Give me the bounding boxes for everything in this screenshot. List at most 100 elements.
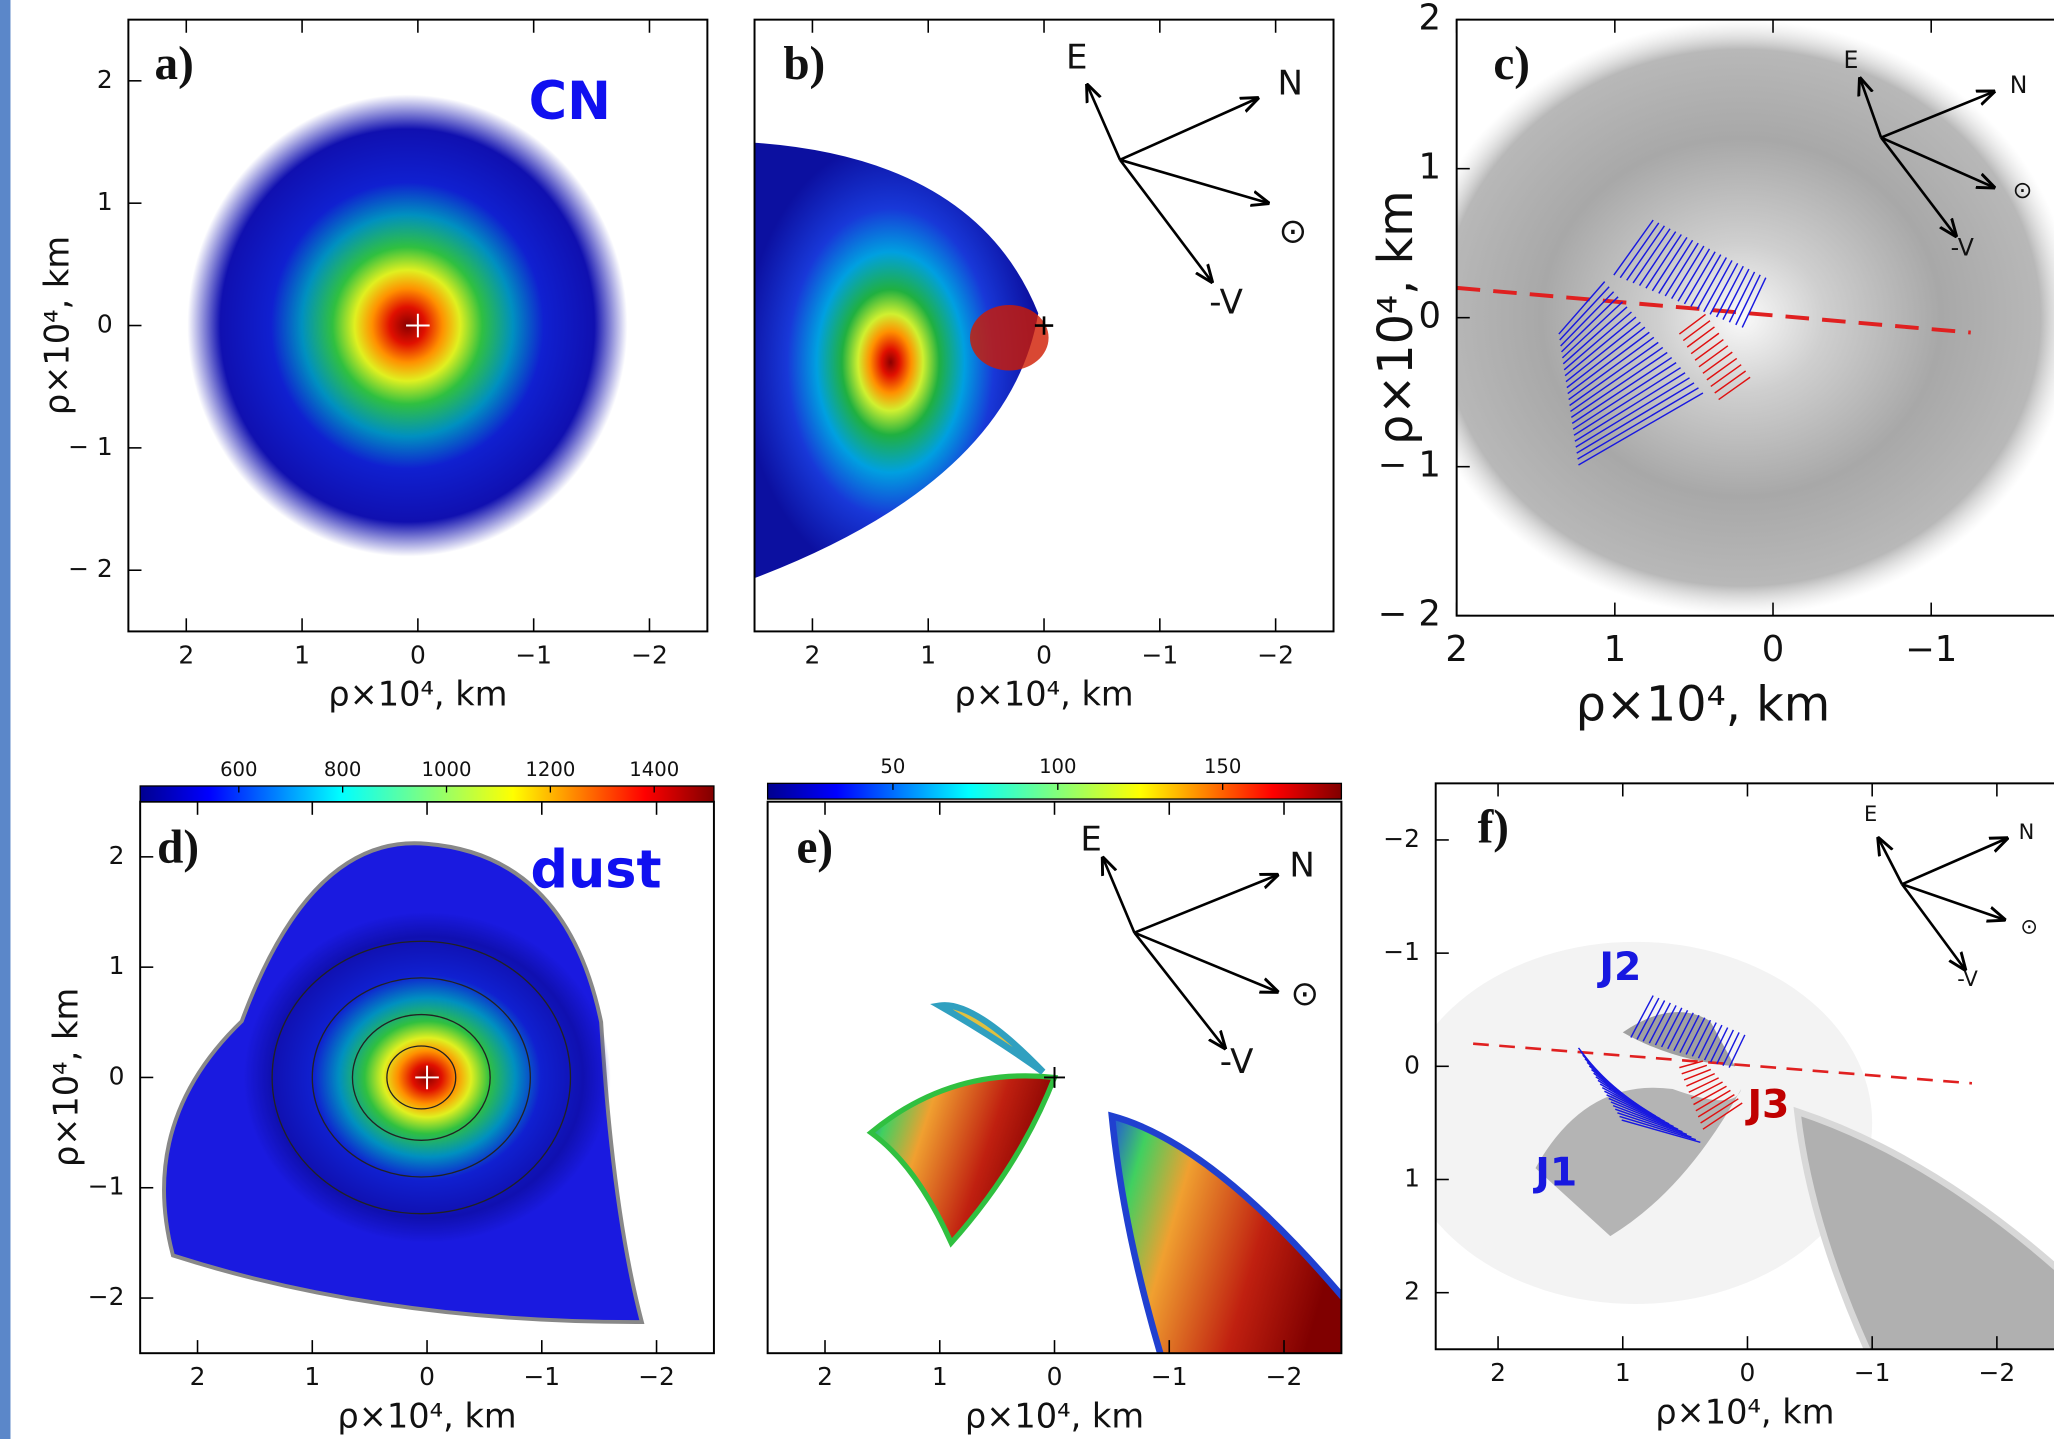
- nucleus-mark: [415, 1065, 439, 1090]
- compass-arrow: [1880, 136, 1956, 236]
- hatch: [1626, 225, 1666, 281]
- compass-label: ⊙: [1279, 212, 1308, 252]
- cn-core: [969, 305, 1049, 371]
- compass-arrow: [1901, 838, 2007, 886]
- panel-image: [1456, 19, 2054, 616]
- compass-arrow: [1860, 79, 1883, 138]
- hatch: [1566, 326, 1646, 389]
- y-tick-label: −2: [88, 1282, 125, 1311]
- hatch: [1621, 1119, 1701, 1143]
- hatch: [1575, 377, 1690, 448]
- y-axis-label: ρ×10⁴, km: [47, 988, 86, 1167]
- compass-label: ⊙: [2020, 914, 2038, 938]
- gray-blob: [1535, 1087, 1742, 1237]
- contour: [351, 1013, 491, 1141]
- y-tick-label: −1: [1383, 937, 1420, 966]
- contour: [271, 940, 572, 1215]
- hatch: [1645, 234, 1682, 289]
- hatch: [1700, 1098, 1739, 1124]
- hatch: [1576, 382, 1695, 454]
- x-tick-label: 0: [1740, 1358, 1756, 1387]
- x-axis-label: ρ×10⁴, km: [328, 675, 507, 714]
- compass-label: -V: [1209, 282, 1243, 322]
- compass-label: ⊙: [1290, 974, 1319, 1014]
- jet-blob: [866, 1073, 1059, 1248]
- compass-arrow: [1880, 136, 1994, 188]
- x-tick-label: −1: [515, 640, 552, 669]
- hatch: [1560, 291, 1615, 347]
- hatch: [1710, 364, 1742, 388]
- hatch: [1682, 320, 1711, 342]
- hatch: [1718, 376, 1751, 401]
- hatch: [1695, 1089, 1731, 1112]
- compass-label: N: [1289, 846, 1314, 886]
- compass-label: N: [2019, 820, 2035, 844]
- nucleus-mark: [1034, 316, 1054, 335]
- x-tick-label: 1: [1604, 629, 1626, 670]
- panel-annotation: CN: [529, 71, 611, 132]
- hatch: [1696, 257, 1728, 310]
- y-tick-label: − 2: [1378, 594, 1441, 635]
- hatch: [1578, 392, 1704, 466]
- hatch: [1686, 326, 1715, 348]
- y-tick-label: 0: [1404, 1050, 1420, 1079]
- hatch: [1660, 1007, 1683, 1048]
- tail-blob: [1108, 1111, 1342, 1354]
- compass-arrow: [1900, 883, 1965, 969]
- hatch: [1569, 341, 1659, 407]
- colorbar: [139, 785, 715, 803]
- compass-label: E: [1844, 46, 1859, 74]
- y-tick-label: − 1: [1378, 445, 1441, 486]
- y-tick-label: 0: [109, 1061, 125, 1090]
- hatch: [1722, 268, 1750, 320]
- hatch: [1565, 321, 1641, 383]
- hatch: [1630, 995, 1654, 1038]
- hatch: [1617, 1112, 1692, 1138]
- panel-annotation: dust: [531, 840, 662, 901]
- panel-label: c): [1493, 38, 1530, 90]
- hatch: [1702, 1102, 1743, 1130]
- panel-label: a): [155, 38, 194, 90]
- hatch: [1574, 372, 1686, 442]
- hatch: [1658, 239, 1694, 294]
- hatch: [1690, 332, 1720, 355]
- hatch: [1685, 1017, 1706, 1055]
- hatch: [1567, 331, 1650, 395]
- hatch: [1703, 260, 1733, 313]
- y-tick-label: 1: [1418, 147, 1440, 188]
- hatch: [1690, 254, 1722, 307]
- compass-arrow: [1880, 92, 1994, 139]
- panel-image: [866, 1002, 1342, 1354]
- colorbar-tick-label: 1000: [422, 758, 472, 781]
- hatch: [1697, 1093, 1735, 1118]
- compass-label: N: [1278, 64, 1303, 104]
- x-tick-label: 1: [932, 1362, 948, 1391]
- compass-label: E: [1864, 802, 1877, 826]
- colorbar-tick-label: 1400: [629, 758, 679, 781]
- hatch: [1722, 1032, 1740, 1067]
- hatch: [1667, 1009, 1689, 1050]
- panel: 2 1 0 −1 −2 −2 −1 0 1 2 ρ×10⁴, km f) E N ⊙ -V J1 J2 J3: [1383, 782, 2054, 1431]
- hatch: [1664, 242, 1699, 297]
- compass-arrow: [1133, 931, 1277, 992]
- x-tick-label: −1: [1151, 1362, 1188, 1391]
- x-tick-label: 2: [178, 640, 194, 669]
- colorbar-tick-label: 50: [880, 755, 905, 778]
- colorbar-tick-label: 150: [1204, 755, 1241, 778]
- hatch: [1716, 1029, 1735, 1065]
- colorbar: [766, 782, 1343, 800]
- y-tick-label: 2: [97, 65, 113, 94]
- x-tick-label: 2: [1490, 1358, 1506, 1387]
- hatch: [1694, 338, 1724, 361]
- x-tick-label: 2: [1445, 629, 1467, 670]
- hatch: [1714, 370, 1747, 394]
- panel: 2 1 0 −1 2 1 0 − 1 − 2 ρ×10⁴, km ρ×10⁴, km c) E N ⊙ -V: [1369, 0, 2054, 733]
- nucleus-mark: [406, 313, 430, 338]
- hatch: [1728, 271, 1756, 323]
- hatch: [1610, 1101, 1679, 1130]
- hatch: [1612, 1104, 1683, 1133]
- contour: [386, 1045, 457, 1110]
- panel-image: [162, 841, 645, 1325]
- compass-label: -V: [1957, 967, 1978, 991]
